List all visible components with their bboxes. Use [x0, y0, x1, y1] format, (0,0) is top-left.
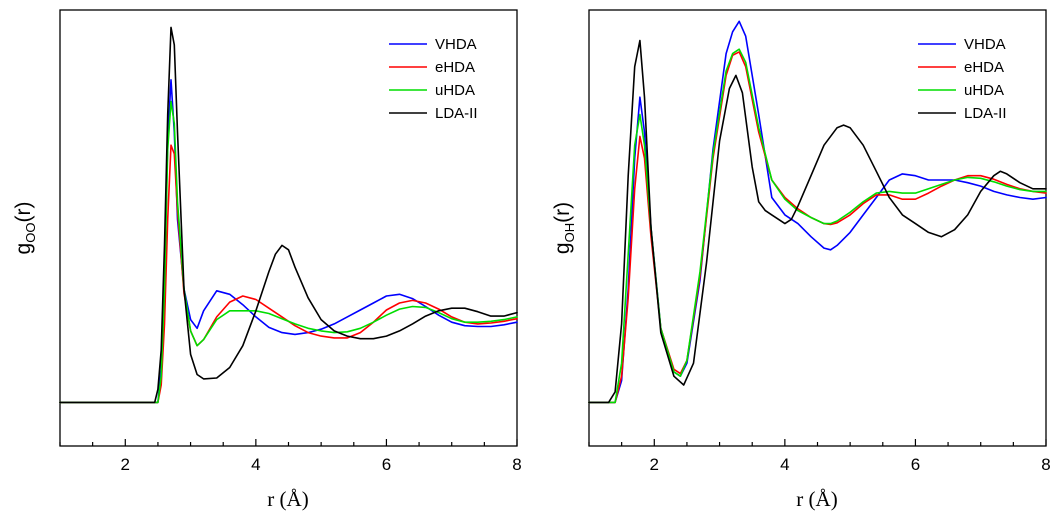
legend-label-lda-ii: LDA-II: [964, 105, 1007, 122]
legend-label-ehda: eHDA: [435, 59, 475, 76]
series-line-uhda: [59, 100, 518, 404]
y-axis-label-subscript: OH: [562, 223, 577, 243]
x-tick-labels: 2 4 6 8: [121, 455, 522, 474]
y-axis-label-suffix: (r): [12, 202, 35, 223]
series-lines: [588, 20, 1047, 404]
legend-label-uhda: uHDA: [435, 82, 475, 99]
legend-label-vhda: VHDA: [435, 36, 477, 53]
legend: VHDA eHDA uHDA LDA-II: [918, 36, 1007, 122]
x-tick-labels: 2 4 6 8: [650, 455, 1050, 474]
chart-gOO: 2 4 6 8 VHDA eHDA uHDA LDA-II r: [12, 9, 522, 511]
series-line-vhda: [588, 20, 1047, 404]
x-tick-label: 4: [780, 455, 789, 474]
y-axis-label-main: g: [551, 242, 574, 254]
y-axis-label: gOO(r): [12, 202, 38, 255]
legend-label-uhda: uHDA: [964, 82, 1004, 99]
x-tick-label: 2: [650, 455, 659, 474]
x-tick-label: 6: [382, 455, 391, 474]
y-axis-label-subscript: OO: [23, 223, 38, 243]
x-tick-label: 8: [1041, 455, 1050, 474]
series-line-uhda: [588, 48, 1047, 404]
series-line-ehda: [59, 144, 518, 404]
x-tick-label: 8: [512, 455, 521, 474]
y-axis-label-suffix: (r): [551, 202, 574, 223]
x-tick-label: 2: [121, 455, 130, 474]
legend: VHDA eHDA uHDA LDA-II: [389, 36, 478, 122]
tick-marks: [588, 439, 1047, 446]
series-lines: [59, 26, 518, 404]
x-axis-label: r (Å): [267, 487, 308, 511]
legend-label-vhda: VHDA: [964, 36, 1006, 53]
x-tick-label: 4: [251, 455, 260, 474]
y-axis-label-main: g: [12, 243, 35, 255]
y-axis-label: gOH(r): [551, 202, 577, 254]
series-line-lda-ii: [59, 26, 518, 404]
series-line-vhda: [59, 79, 518, 404]
chart-gOH: 2 4 6 8 VHDA eHDA uHDA LDA-II r: [551, 9, 1050, 511]
tick-marks: [59, 439, 518, 446]
legend-label-lda-ii: LDA-II: [435, 105, 478, 122]
series-line-lda-ii: [588, 39, 1047, 404]
x-axis-label: r (Å): [796, 487, 837, 511]
legend-label-ehda: eHDA: [964, 59, 1004, 76]
x-tick-label: 6: [911, 455, 920, 474]
